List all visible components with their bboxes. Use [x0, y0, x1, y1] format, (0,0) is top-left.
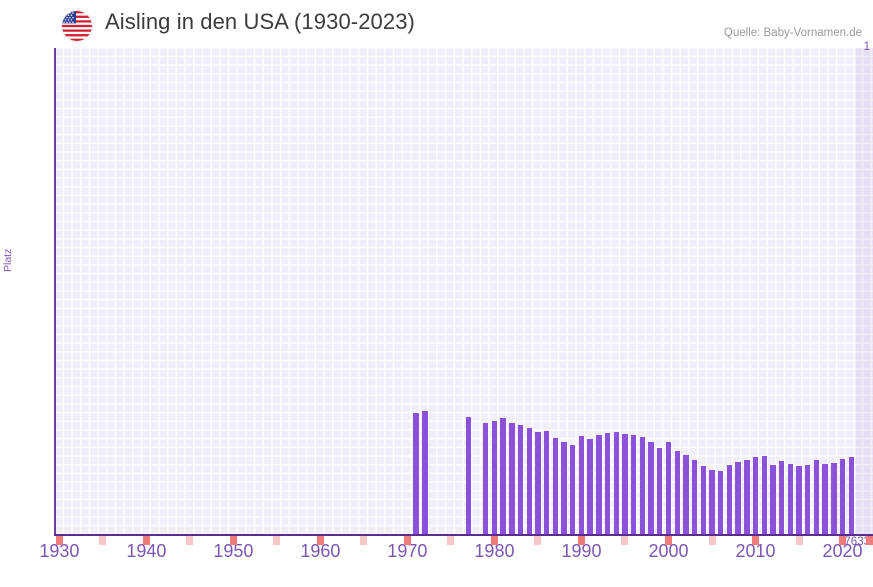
bar[interactable]: [422, 411, 428, 535]
bar[interactable]: [535, 431, 541, 535]
x-axis-tick-label: 1930: [39, 541, 80, 561]
bar[interactable]: [648, 442, 654, 535]
x-axis-tick-mark: [316, 536, 324, 545]
x-axis-tick-mark: [403, 536, 411, 545]
x-axis-tick-label: 2020: [822, 541, 863, 561]
bar[interactable]: [848, 457, 854, 535]
x-axis-minor-tick-mark: [708, 536, 716, 545]
x-axis-tick-mark: [55, 536, 63, 545]
bar[interactable]: [744, 459, 750, 535]
bar[interactable]: [726, 465, 733, 535]
bar[interactable]: [796, 466, 802, 535]
x-axis-minor-tick-mark: [99, 536, 107, 545]
bar[interactable]: [761, 456, 767, 535]
bar[interactable]: [596, 434, 602, 535]
bar[interactable]: [839, 458, 846, 535]
chart-header: Aisling in den USA (1930-2023) Quelle: B…: [0, 0, 873, 48]
x-axis-tick-label: 1940: [126, 541, 167, 561]
x-axis-tick-mark: [665, 536, 672, 545]
x-axis-minor-tick-mark: [360, 536, 368, 545]
x-axis-tick-mark: [866, 536, 873, 545]
bar[interactable]: [639, 437, 646, 535]
bar[interactable]: [630, 435, 637, 535]
x-axis-tick-label: 2000: [648, 541, 689, 561]
bar[interactable]: [822, 463, 828, 535]
x-axis-tick-mark: [229, 536, 237, 545]
x-axis-tick-label: 1980: [474, 541, 515, 561]
bar[interactable]: [752, 457, 759, 535]
x-axis-tick-mark: [752, 536, 760, 545]
bar[interactable]: [813, 459, 820, 535]
bar[interactable]: [570, 445, 576, 535]
bar[interactable]: [700, 465, 706, 535]
bar[interactable]: [509, 422, 515, 535]
y-axis-top-label: 1: [863, 41, 870, 53]
x-axis-minor-tick-mark: [795, 536, 803, 545]
bar[interactable]: [587, 438, 593, 535]
x-axis-tick-mark: [490, 536, 498, 545]
bar[interactable]: [622, 434, 628, 535]
bar[interactable]: [709, 470, 715, 535]
bar[interactable]: [831, 462, 837, 535]
bar[interactable]: [552, 437, 559, 535]
x-axis-minor-tick-mark: [447, 536, 455, 545]
source-attribution: Quelle: Baby-Vornamen.de: [723, 27, 862, 39]
x-axis-tick-mark: [142, 536, 150, 545]
bar[interactable]: [413, 412, 419, 535]
bar[interactable]: [483, 422, 489, 535]
y-axis-line: [54, 48, 56, 536]
bar[interactable]: [657, 447, 663, 535]
x-axis-minor-tick-mark: [186, 536, 194, 545]
bar[interactable]: [735, 461, 741, 535]
x-axis-minor-tick-mark: [534, 536, 542, 545]
bar[interactable]: [561, 441, 567, 535]
x-axis-line: [54, 534, 873, 536]
y-axis-title: Platz: [2, 248, 14, 272]
bar[interactable]: [604, 433, 611, 535]
page-title: Aisling in den USA (1930-2023): [105, 9, 415, 34]
x-axis-tick-label: 2010: [735, 541, 776, 561]
no-data-shaded-region: [855, 48, 873, 535]
x-axis-tick-mark: [577, 536, 585, 545]
x-axis-minor-tick-mark: [621, 536, 629, 545]
plot-area: [55, 48, 873, 535]
bar[interactable]: [805, 465, 811, 535]
x-axis-minor-tick-mark: [273, 536, 281, 545]
bar[interactable]: [691, 459, 698, 535]
bar[interactable]: [665, 441, 672, 535]
x-axis-tick-label: 1990: [561, 541, 602, 561]
x-axis-tick-label: 1950: [213, 541, 254, 561]
bar[interactable]: [578, 436, 585, 535]
x-axis-tick-label: 1960: [300, 541, 341, 561]
bar[interactable]: [500, 418, 506, 535]
bar[interactable]: [517, 425, 524, 535]
grid-lines: [55, 48, 873, 535]
bar[interactable]: [718, 471, 724, 535]
bar[interactable]: [526, 428, 532, 535]
bar[interactable]: [770, 464, 776, 535]
x-axis-tick-mark: [839, 536, 847, 545]
bar[interactable]: [683, 455, 689, 535]
bar[interactable]: [674, 451, 680, 535]
bar[interactable]: [613, 431, 619, 535]
bar[interactable]: [465, 416, 472, 535]
x-axis-tick-label: 1970: [387, 541, 428, 561]
bar[interactable]: [778, 460, 785, 535]
bar[interactable]: [491, 420, 498, 535]
us-flag-icon: [62, 11, 92, 41]
bar[interactable]: [543, 430, 550, 535]
bar[interactable]: [787, 463, 794, 535]
